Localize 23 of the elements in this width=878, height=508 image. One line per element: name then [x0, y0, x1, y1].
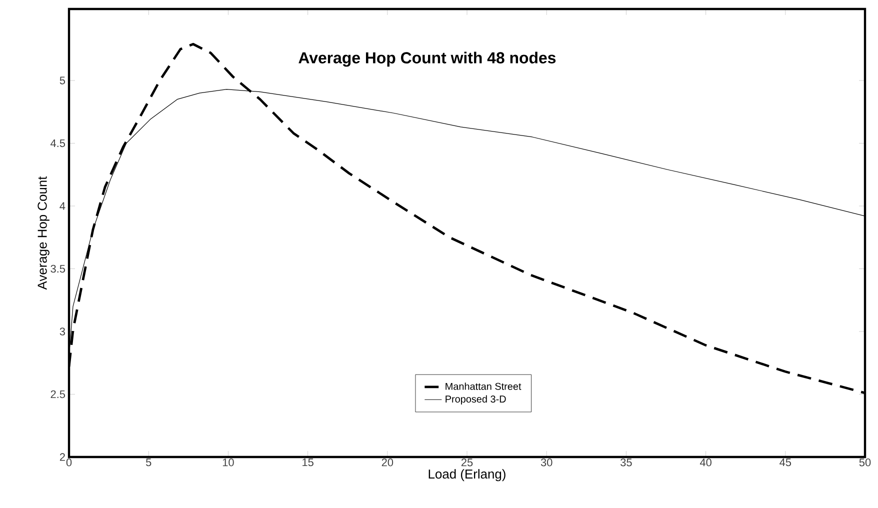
y-tick-label: 2.5	[50, 390, 66, 398]
y-tick-label: 2	[60, 453, 65, 461]
legend-label: Proposed 3-D	[446, 395, 506, 405]
x-tick-label: 10	[222, 458, 234, 466]
x-tick-label: 30	[540, 458, 552, 466]
x-tick-label: 5	[146, 458, 152, 466]
y-tick-label: 5	[60, 76, 66, 84]
y-tick-label: 4.5	[50, 139, 66, 148]
x-tick-label: 40	[700, 458, 712, 466]
y-tick-label: 3.5	[50, 264, 66, 273]
y-tick-label: 4	[60, 202, 66, 210]
x-tick-label: 0	[66, 458, 72, 466]
x-tick-label: 20	[382, 458, 394, 466]
legend-label: Manhattan Street	[446, 382, 522, 390]
text: Average Hop Count with 48 nodes	[298, 52, 556, 67]
x-tick-label: 25	[461, 458, 473, 466]
x-tick-label: 35	[620, 458, 632, 466]
x-tick-label: 45	[780, 458, 792, 466]
y-tick-label: 3	[60, 328, 66, 336]
x-tick-label: 15	[302, 458, 314, 466]
x-axis-title: Load (Erlang)	[428, 469, 506, 482]
y-axis-title: Average Hop Count	[38, 176, 50, 290]
x-tick-label: 50	[859, 458, 871, 466]
